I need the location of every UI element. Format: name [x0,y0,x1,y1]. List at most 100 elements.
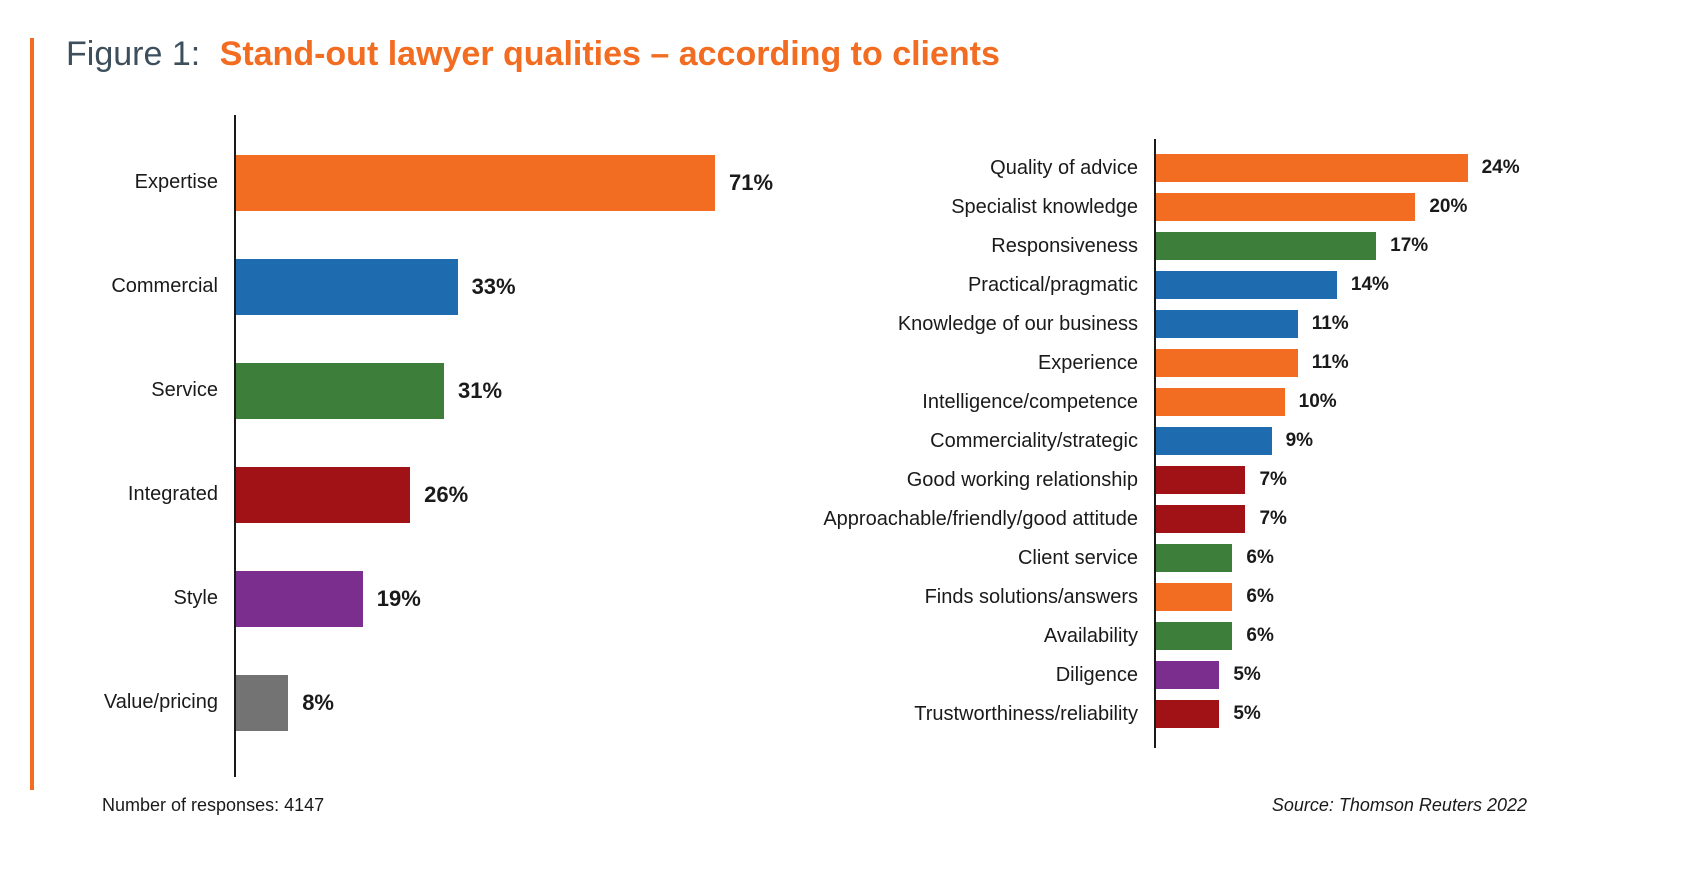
bar [1154,232,1377,261]
bar [1154,427,1272,456]
axis-line [1154,138,1156,748]
bar [234,362,445,419]
bar-value-label: 33% [471,273,516,299]
bar-area: 7% [1154,466,1546,495]
bar-row: Commerciality/strategic 9% [776,422,1546,461]
bar-area: 6% [1154,583,1546,612]
bar [1154,700,1220,729]
bar-area: 10% [1154,388,1546,417]
bar-row: Client service 6% [776,539,1546,578]
bar-area: 11% [1154,349,1546,378]
bar-label: Quality of advice [990,156,1138,179]
bar-row: Specialist knowledge 20% [776,188,1546,227]
bar-area: 5% [1154,661,1546,690]
bar-row: Intelligence/competence 10% [776,383,1546,422]
bar-value-label: 24% [1481,157,1520,179]
bar-area: 5% [1154,700,1546,729]
bar-row: Responsiveness 17% [776,227,1546,266]
bar-row: Trustworthiness/reliability 5% [776,695,1546,734]
bar [1154,583,1233,612]
responses-note: Number of responses: 4147 [102,794,325,815]
bar-row: Good working relationship 7% [776,461,1546,500]
figure-title-text: Stand-out lawyer qualities – according t… [219,35,1000,73]
bar [234,258,458,315]
figure-content: Figure 1: Stand-out lawyer qualities – a… [66,34,1645,816]
bar-label: Finds solutions/answers [924,585,1138,608]
bar-area: 6% [1154,544,1546,573]
bar-label: Experience [1037,351,1138,374]
bar [234,466,411,523]
bar [234,674,289,731]
figure-footer: Number of responses: 4147 Source: Thomso… [66,795,1645,816]
bar-row: Approachable/friendly/good attitude 7% [776,500,1546,539]
bar [1154,193,1416,222]
main-categories-bar-chart: Expertise 71% Commercial 33% Service 31% Integ… [86,114,776,777]
bar [1154,154,1468,183]
bar-area: 9% [1154,427,1546,456]
bar-area: 33% [234,258,776,315]
bar [1154,622,1233,651]
bar [1154,544,1233,573]
bar [1154,388,1285,417]
bar-label: Knowledge of our business [897,312,1138,335]
figure-title: Figure 1: Stand-out lawyer qualities – a… [66,34,1645,75]
bar-area: 11% [1154,310,1546,339]
bar-value-label: 11% [1311,313,1349,335]
bar-value-label: 7% [1259,469,1287,491]
bar-label: Expertise [134,171,218,194]
bar [234,570,363,627]
bar-row: Experience 11% [776,344,1546,383]
bar-value-label: 14% [1350,274,1389,296]
bar-label: Responsiveness [991,234,1138,257]
bar [1154,349,1298,378]
bar-row: Service 31% [86,339,776,443]
bar-label: Commercial [111,275,218,298]
bar-area: 6% [1154,622,1546,651]
bar-value-label: 31% [458,377,503,403]
charts-row: Expertise 71% Commercial 33% Service 31% Integ… [66,114,1645,777]
bar-row: Expertise 71% [86,131,776,235]
bar [234,154,716,211]
bar-label: Intelligence/competence [922,390,1138,413]
bar-value-label: 8% [302,689,334,715]
figure-label: Figure 1: [66,35,201,73]
bar-area: 17% [1154,232,1546,261]
bar-row: Availability 6% [776,617,1546,656]
bar [1154,505,1246,534]
bar-value-label: 19% [376,585,421,611]
bar-value-label: 17% [1390,235,1429,257]
bar-label: Trustworthiness/reliability [914,702,1138,725]
bar-area: 24% [1154,154,1546,183]
bar-label: Specialist knowledge [951,195,1138,218]
bar-label: Value/pricing [103,691,218,714]
bar [1154,661,1220,690]
bar-row: Integrated 26% [86,443,776,547]
bar-value-label: 5% [1233,664,1261,686]
bar-value-label: 20% [1429,196,1468,218]
bar-value-label: 5% [1233,703,1261,725]
bar-row: Finds solutions/answers 6% [776,578,1546,617]
bar-value-label: 26% [424,481,469,507]
source-note: Source: Thomson Reuters 2022 [1271,794,1527,815]
bar [1154,466,1246,495]
bar [1154,310,1298,339]
bar-label: Approachable/friendly/good attitude [823,507,1138,530]
axis-line [234,114,236,777]
bar-area: 26% [234,466,776,523]
bar-area: 14% [1154,271,1546,300]
accent-bar [30,38,34,790]
bar-area: 7% [1154,505,1546,534]
bar-row: Diligence 5% [776,656,1546,695]
bar-label: Availability [1043,624,1138,647]
bar-label: Client service [1017,546,1138,569]
bar-row: Commercial 33% [86,235,776,339]
bar-area: 31% [234,362,776,419]
bar-label: Diligence [1055,663,1138,686]
bar-label: Practical/pragmatic [967,273,1138,296]
bar-area: 8% [234,674,776,731]
bar [1154,271,1337,300]
bar-value-label: 10% [1298,391,1337,413]
bar-label: Service [151,379,218,402]
bar-area: 19% [234,570,776,627]
